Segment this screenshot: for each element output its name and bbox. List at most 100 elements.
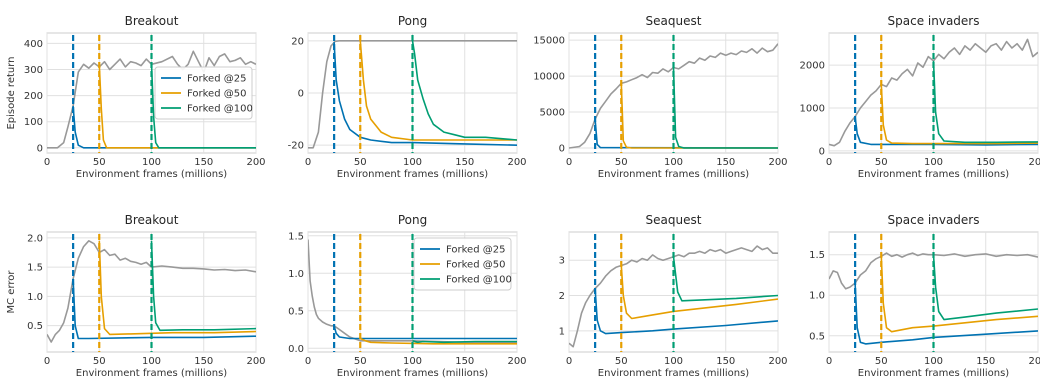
y-tick-label: 2.0	[27, 233, 43, 244]
x-axis-label: Environment frames (millions)	[858, 368, 1009, 379]
y-tick-label: 0.5	[809, 331, 825, 342]
y-tick-label: 0	[298, 89, 304, 100]
series-line-forked-50	[359, 337, 517, 345]
x-tick-label: 100	[142, 356, 161, 367]
y-tick-label: -20	[288, 141, 304, 152]
subplot-title: Space invaders	[888, 14, 980, 28]
y-tick-label: 1.5	[809, 250, 825, 261]
x-tick-label: 0	[44, 356, 50, 367]
series-line-forked-50	[620, 265, 778, 320]
x-tick-label: 0	[566, 157, 572, 168]
series-line-forked-50	[98, 240, 256, 336]
y-tick-label: 200	[24, 91, 43, 102]
series-line-forked-100	[150, 62, 256, 149]
x-tick-label: 0	[826, 157, 832, 168]
subplot-title: Pong	[398, 213, 427, 227]
x-tick-label: 200	[246, 157, 265, 168]
series-line-forked-50	[98, 64, 256, 149]
subplot-1: 0 50 100 150 200 0 100 200 300 400 Breakout Environ…	[6, 14, 266, 180]
y-tick-label: 20	[291, 36, 304, 47]
x-tick-label: 150	[716, 356, 735, 367]
y-tick-label: 300	[24, 65, 43, 76]
series-line-baseline	[569, 245, 778, 348]
series-line-forked-100	[411, 40, 517, 141]
series-line-forked-25	[72, 278, 256, 340]
y-tick-label: 5000	[540, 108, 565, 119]
x-axis-label: Environment frames (millions)	[858, 169, 1009, 180]
x-tick-label: 100	[403, 157, 422, 168]
x-axis-label: Environment frames (millions)	[337, 368, 488, 379]
x-axis-label: Environment frames (millions)	[598, 368, 749, 379]
x-tick-label: 50	[615, 356, 628, 367]
x-tick-label: 150	[976, 356, 995, 367]
x-tick-label: 150	[716, 157, 735, 168]
subplot-title: Breakout	[125, 213, 179, 227]
x-tick-label: 50	[354, 356, 367, 367]
legend-label: Forked @100	[187, 104, 253, 115]
series-line-forked-50	[880, 84, 1038, 145]
x-axis-label: Environment frames (millions)	[76, 169, 227, 180]
legend-label: Forked @50	[187, 89, 246, 100]
x-tick-label: 0	[305, 157, 311, 168]
x-tick-label: 0	[305, 356, 311, 367]
y-tick-label: 10000	[533, 72, 565, 83]
y-tick-label: 0.5	[288, 306, 304, 317]
series-line-baseline	[308, 239, 517, 344]
series-layer	[47, 240, 256, 343]
x-tick-label: 150	[455, 356, 474, 367]
legend-label: Forked @100	[446, 275, 512, 286]
x-tick-label: 100	[924, 157, 943, 168]
series-line-forked-100	[672, 66, 778, 149]
subplot-7: 0 50 100 150 200 1 2 3 Seaquest Environment frame…	[559, 213, 788, 379]
y-tick-label: 0.5	[27, 321, 43, 332]
y-tick-label: 3	[559, 256, 565, 267]
y-tick-label: 100	[24, 117, 43, 128]
series-line-forked-100	[932, 60, 1038, 144]
x-tick-label: 200	[768, 157, 787, 168]
x-tick-label: 100	[403, 356, 422, 367]
x-tick-label: 100	[664, 157, 683, 168]
y-tick-label: 0	[559, 143, 565, 154]
series-line-forked-25	[594, 288, 778, 335]
y-tick-label: 0.0	[288, 344, 304, 355]
legend-box	[413, 237, 512, 291]
x-tick-label: 100	[664, 356, 683, 367]
y-tick-label: 15000	[533, 36, 565, 47]
y-tick-label: 400	[24, 39, 43, 50]
legend-label: Forked @50	[446, 260, 505, 271]
y-tick-label: 1.5	[27, 263, 43, 274]
series-layer	[47, 50, 256, 149]
x-tick-label: 200	[246, 356, 265, 367]
subplot-5: 0 50 100 150 200 0.5 1.0 1.5 2.0 Breakout Environm…	[6, 213, 266, 379]
series-line-forked-100	[672, 256, 778, 302]
series-line-forked-100	[150, 240, 256, 332]
series-line-baseline	[569, 43, 778, 149]
subplot-3: 0 50 100 150 200 0 5000 10000 15000 Seaquest Envir…	[533, 14, 787, 180]
x-tick-label: 150	[194, 356, 213, 367]
x-tick-label: 100	[924, 356, 943, 367]
legend-label: Forked @25	[446, 245, 505, 256]
x-tick-label: 50	[875, 157, 888, 168]
series-line-forked-100	[412, 340, 517, 344]
subplot-6: 0 50 100 150 200 0.0 0.5 1.0 1.5 Pong Environment …	[288, 213, 526, 379]
subplot-title: Breakout	[125, 14, 179, 28]
y-tick-label: 1.0	[288, 269, 304, 280]
subplot-8: 0 50 100 150 200 0.5 1.0 1.5 Space invaders Envir…	[809, 213, 1040, 379]
y-tick-label: 2000	[800, 61, 825, 72]
x-tick-label: 200	[768, 356, 787, 367]
y-tick-label: 0	[37, 143, 43, 154]
subplot-title: Space invaders	[888, 213, 980, 227]
subplot-title: Seaquest	[646, 213, 702, 227]
x-tick-label: 50	[875, 356, 888, 367]
legend: Forked @25 Forked @50 Forked @100	[154, 66, 253, 120]
y-tick-label: 2	[559, 291, 565, 302]
x-tick-label: 100	[142, 157, 161, 168]
series-line-forked-100	[932, 254, 1038, 321]
x-tick-label: 150	[976, 157, 995, 168]
x-tick-label: 50	[93, 157, 106, 168]
x-tick-label: 200	[1028, 157, 1040, 168]
x-tick-label: 0	[826, 356, 832, 367]
x-axis-label: Environment frames (millions)	[76, 368, 227, 379]
subplot-title: Seaquest	[646, 14, 702, 28]
